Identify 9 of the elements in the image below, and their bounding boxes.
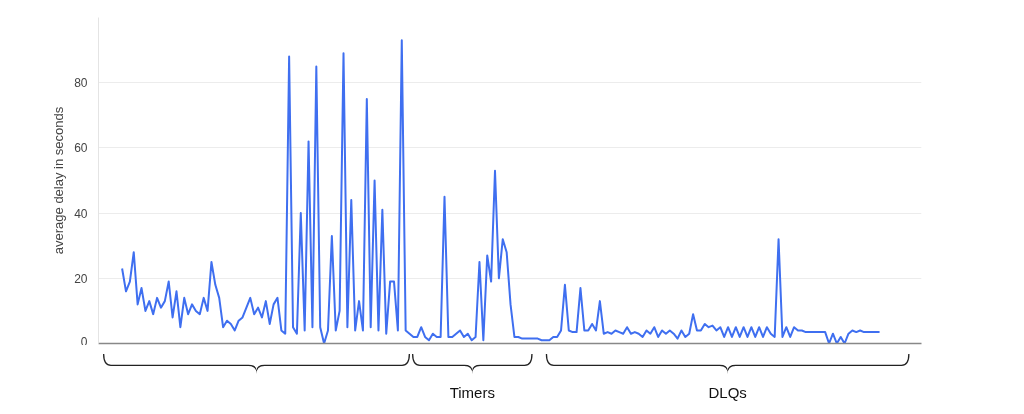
- text: Timers: [449, 384, 495, 401]
- text: DLQs: [708, 384, 747, 401]
- line-series: [121, 39, 881, 344]
- y-tick-label: 80: [74, 76, 88, 91]
- y-tick-label: 40: [74, 206, 88, 221]
- y-tick-label: 0: [80, 334, 88, 349]
- y-axis-title: average delay in seconds: [51, 106, 67, 255]
- y-tick-label: 60: [74, 141, 88, 156]
- y-tick-label: 20: [74, 271, 88, 286]
